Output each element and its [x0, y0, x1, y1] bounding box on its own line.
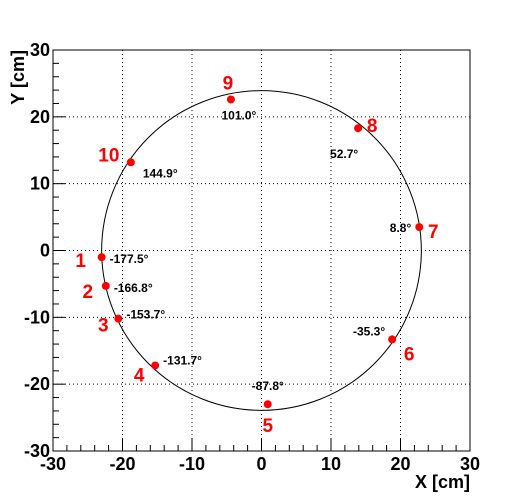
- x-tick-label: 20: [390, 454, 410, 474]
- data-point: [354, 124, 363, 133]
- angle-label: -166.8°: [114, 281, 153, 295]
- x-tick-label: 30: [460, 454, 480, 474]
- y-tick-label: 0: [40, 241, 50, 261]
- point-number-label: 1: [75, 251, 86, 272]
- angle-label: -153.7°: [126, 308, 165, 322]
- point-number-label: 5: [262, 416, 273, 437]
- y-axis-label: Y [cm]: [8, 50, 28, 105]
- angle-label: 101.0°: [222, 108, 257, 122]
- angle-label: -87.8°: [252, 379, 284, 393]
- angle-label: 8.8°: [390, 221, 412, 235]
- point-number-label: 10: [98, 145, 119, 166]
- y-tick-label: -30: [24, 441, 50, 461]
- data-points: [97, 95, 424, 409]
- angle-label: -35.3°: [353, 324, 385, 338]
- y-tick-label: 30: [30, 40, 50, 60]
- data-point: [415, 223, 424, 232]
- x-tick-label: -30: [40, 454, 66, 474]
- x-tick-label: 10: [321, 454, 341, 474]
- data-point: [226, 95, 235, 104]
- y-tick-label: -20: [24, 374, 50, 394]
- angle-label: -177.5°: [110, 252, 149, 266]
- x-tick-label: -10: [179, 454, 205, 474]
- data-point: [126, 158, 135, 167]
- angle-label: 144.9°: [143, 166, 178, 180]
- point-number-label: 4: [134, 365, 145, 386]
- angle-labels: -177.5° -166.8° -153.7° -131.7° -87.8° -35.3°…: [110, 108, 412, 393]
- angle-label: -131.7°: [163, 353, 202, 367]
- point-number-label: 9: [223, 73, 234, 94]
- angle-label: 52.7°: [330, 147, 358, 161]
- data-point: [97, 253, 106, 262]
- point-number-label: 6: [404, 344, 415, 365]
- data-point: [263, 400, 272, 409]
- data-point: [114, 314, 123, 323]
- axis-ticks: [52, 49, 471, 452]
- point-number-label: 2: [83, 282, 94, 303]
- x-tick-label: -20: [109, 454, 135, 474]
- x-axis-label: X [cm]: [415, 472, 470, 492]
- grid: [53, 50, 470, 451]
- y-tick-label: 10: [30, 174, 50, 194]
- fit-circle: [101, 90, 422, 411]
- data-point: [101, 281, 110, 290]
- point-number-label: 8: [367, 116, 378, 137]
- tick-labels: -30 -20 -10 0 10 20 30 -30 -20 -10 0 10 20 30: [24, 40, 480, 474]
- y-tick-label: 20: [30, 107, 50, 127]
- point-number-label: 3: [98, 316, 109, 337]
- y-tick-label: -10: [24, 307, 50, 327]
- x-tick-label: 0: [256, 454, 266, 474]
- point-number-label: 7: [428, 222, 439, 243]
- data-point: [151, 361, 160, 370]
- data-point: [388, 335, 397, 344]
